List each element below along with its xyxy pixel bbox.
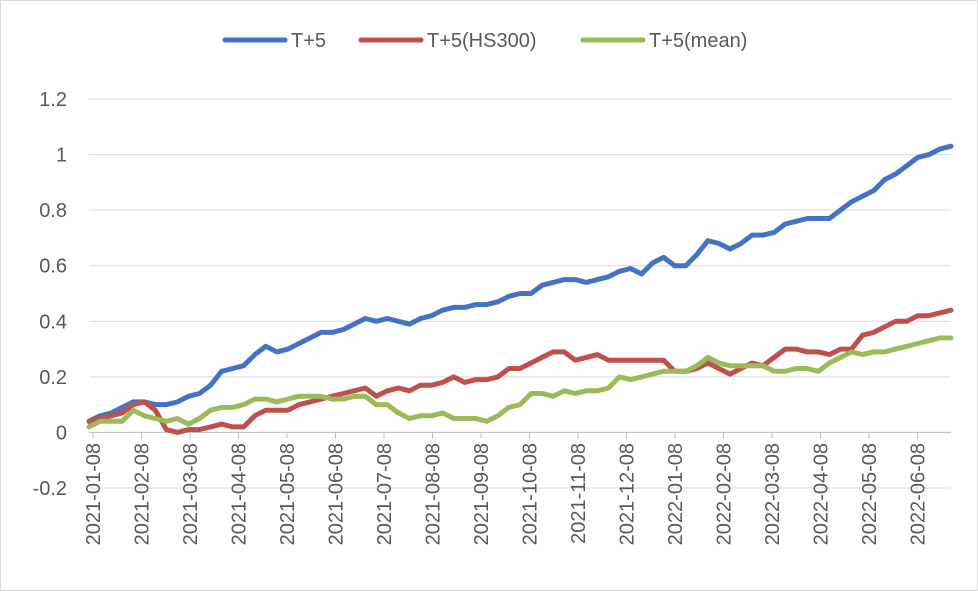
- gridlines: [89, 98, 951, 489]
- x-tick-label: 2021-08-08: [423, 443, 445, 545]
- x-tick-label: 2021-07-08: [374, 443, 396, 545]
- x-tick-label: 2021-04-08: [229, 443, 251, 545]
- x-tick-label: 2022-01-08: [665, 443, 687, 545]
- legend-label: T+5: [291, 30, 326, 52]
- y-tick-label: 0.8: [39, 200, 67, 222]
- x-tick-label: 2021-02-08: [132, 443, 154, 545]
- y-tick-label: -0.2: [33, 478, 67, 500]
- x-tick-label: 2021-01-08: [83, 443, 105, 545]
- y-tick-label: 0: [56, 422, 67, 444]
- x-tick-label: 2022-05-08: [859, 443, 881, 545]
- series-line-1: [86, 143, 954, 424]
- series-line-2: [86, 307, 954, 435]
- y-tick-label: 0.4: [39, 311, 67, 333]
- series-lines: [86, 143, 954, 435]
- x-tick-label: 2022-04-08: [811, 443, 833, 545]
- legend-label: T+5(HS300): [427, 30, 537, 52]
- x-tick-label: 2021-03-08: [180, 443, 202, 545]
- x-tick-label: 2022-06-08: [908, 443, 930, 545]
- x-tick-label: 2021-09-08: [471, 443, 493, 545]
- y-tick-label: 1: [56, 145, 67, 167]
- legend-label: T+5(mean): [649, 30, 747, 52]
- x-tick-label: 2021-12-08: [617, 443, 639, 545]
- y-tick-label: 0.6: [39, 256, 67, 278]
- x-tick-label: 2021-05-08: [277, 443, 299, 545]
- y-tick-label: 0.2: [39, 367, 67, 389]
- x-tick-label: 2022-02-08: [714, 443, 736, 545]
- series-line-3: [86, 335, 954, 430]
- legend: T+5 T+5(HS300) T+5(mean): [222, 30, 747, 52]
- y-tick-label: 1.2: [39, 89, 67, 111]
- x-tick-label: 2022-03-08: [762, 443, 784, 545]
- x-tick-label: 2021-11-08: [568, 443, 590, 544]
- x-tick-label: 2021-10-08: [520, 443, 542, 545]
- x-axis: 2021-01-08 2021-02-08 2021-03-08 2021-04-08…: [83, 431, 951, 545]
- x-tick-label: 2021-06-08: [326, 443, 348, 545]
- y-axis: -0.2 0 0.2 0.4 0.6 0.8 1 1.2: [33, 89, 67, 500]
